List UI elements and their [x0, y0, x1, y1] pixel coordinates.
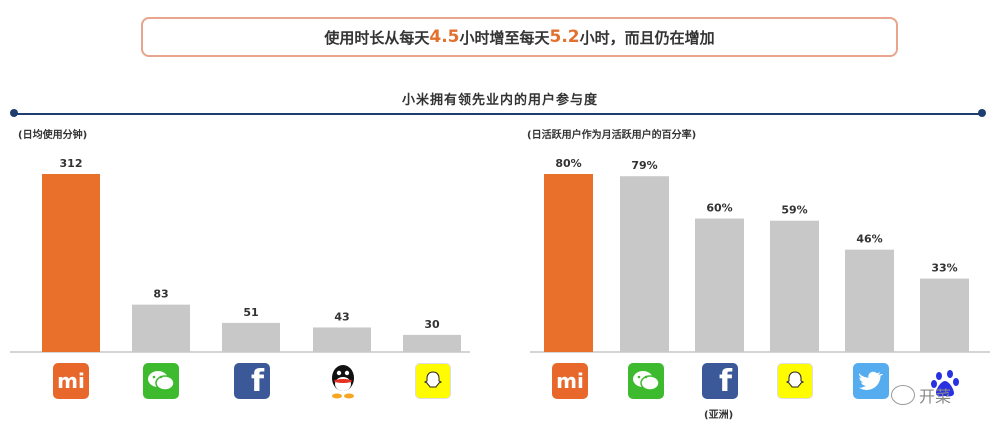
section-title: 小米拥有领先业内的用户参与度 [401, 93, 598, 108]
left-bar-facebook [222, 322, 280, 352]
left-value-label-snapchat: 30 [424, 318, 440, 331]
right-value-label-twitter: 46% [856, 233, 882, 246]
facebook-icon: f [234, 363, 270, 399]
right-value-label-snapchat: 59% [781, 204, 807, 217]
facebook-region-note: (亚洲) [704, 410, 734, 421]
banner-text-1: 使用时长从每天 [324, 28, 430, 47]
right-value-label-facebook: 60% [706, 202, 732, 215]
watermark-logo-icon [891, 385, 915, 405]
left-bar-mi [42, 174, 100, 352]
left-chart-bars: 312 83 51 43 30 [42, 157, 461, 352]
right-value-label-mi: 80% [555, 157, 581, 170]
watermark-text: 开菜 [919, 387, 952, 406]
right-bar-facebook [695, 218, 744, 352]
left-value-label-qq: 43 [334, 310, 349, 323]
mi-logo-icon-right: mi [552, 363, 588, 399]
divider-dot-left [10, 109, 18, 117]
summary-banner: 使用时长从每天 4.5 小时增至每天 5.2 小时，而且仍在增加 [141, 17, 898, 57]
left-value-label-mi: 312 [60, 157, 83, 170]
right-bar-wechat [620, 176, 669, 352]
qq-icon [325, 363, 361, 399]
right-bar-twitter [845, 249, 894, 352]
snapchat-icon [415, 363, 451, 399]
divider-dot-right [978, 109, 986, 117]
left-chart-title: (日均使用分钟) [18, 130, 88, 141]
left-value-label-wechat: 83 [153, 288, 168, 301]
snapchat-icon-right [777, 363, 813, 399]
facebook-icon-right: f [702, 363, 738, 399]
right-bar-baidu [920, 278, 969, 352]
wechat-icon [143, 363, 179, 399]
right-value-label-wechat: 79% [631, 159, 657, 172]
banner-text-3: 小时，而且仍在增加 [579, 28, 715, 47]
watermark: 开菜 [891, 383, 951, 407]
left-bar-qq [313, 327, 371, 352]
left-bar-wechat [132, 304, 190, 352]
left-value-label-facebook: 51 [243, 306, 258, 319]
baidu-icon [928, 365, 964, 401]
right-value-label-baidu: 33% [931, 262, 957, 275]
mi-logo-icon: mi [53, 363, 89, 399]
right-chart-bars: 80% 79% 60% 59% 46% 33% [544, 157, 969, 352]
right-chart-title: (日活跃用户作为月活跃用户的百分率) [527, 130, 697, 141]
twitter-icon [853, 363, 889, 399]
section-divider [12, 113, 982, 115]
banner-num-2: 5.2 [549, 27, 580, 47]
banner-text-2: 小时增至每天 [459, 28, 550, 47]
right-bar-mi [544, 174, 593, 352]
left-bar-snapchat [403, 334, 461, 352]
banner-num-1: 4.5 [429, 27, 460, 47]
wechat-icon-right [628, 363, 664, 399]
right-bar-snapchat [770, 220, 819, 352]
